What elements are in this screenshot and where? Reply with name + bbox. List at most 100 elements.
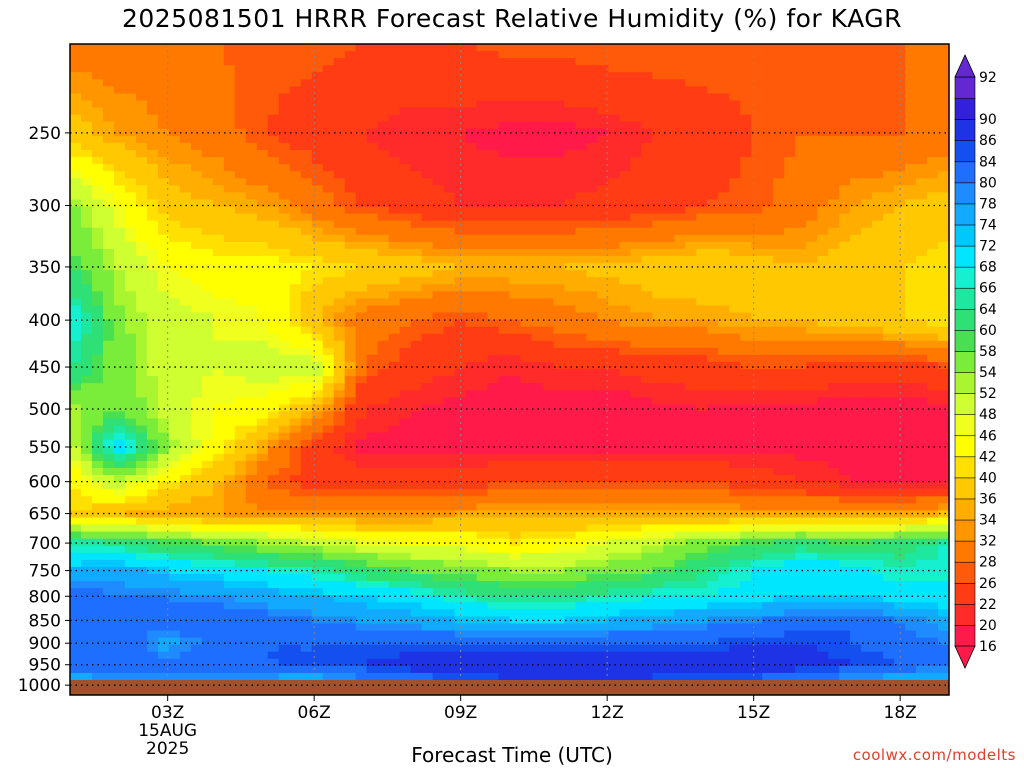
heat-cell xyxy=(432,312,445,321)
heat-cell xyxy=(212,383,225,391)
heat-cell xyxy=(421,390,434,398)
heat-cell xyxy=(454,213,467,222)
heat-cell xyxy=(773,432,785,441)
heat-cell xyxy=(630,121,642,130)
heat-cell xyxy=(333,86,346,95)
heat-cell xyxy=(70,432,82,441)
heat-cell xyxy=(916,326,928,335)
heat-cell xyxy=(916,277,928,285)
heat-cell xyxy=(608,72,620,80)
heat-cell xyxy=(586,234,598,243)
heat-cell xyxy=(70,51,82,59)
heat-cell xyxy=(498,206,511,215)
heat-cell xyxy=(454,411,467,420)
heat-cell xyxy=(729,460,741,469)
heat-cell xyxy=(685,192,697,201)
heat-cell xyxy=(553,439,566,448)
heat-cell xyxy=(927,475,939,483)
heat-cell xyxy=(399,157,412,165)
heat-cell xyxy=(608,277,620,285)
heat-cell xyxy=(190,453,203,462)
heat-cell xyxy=(410,150,423,158)
heat-cell xyxy=(91,171,104,179)
heat-cell xyxy=(168,86,181,95)
heat-cell xyxy=(806,227,818,236)
heat-cell xyxy=(432,178,445,186)
heat-cell xyxy=(201,107,214,116)
heat-cell xyxy=(465,178,478,186)
heat-cell xyxy=(883,79,895,87)
heat-cell xyxy=(795,277,807,285)
heat-cell xyxy=(190,157,203,165)
heat-cell xyxy=(630,460,642,469)
heat-cell xyxy=(157,100,170,109)
heat-cell xyxy=(168,475,181,483)
heat-cell xyxy=(553,256,566,264)
heat-cell xyxy=(696,376,708,384)
heat-cell xyxy=(432,58,445,66)
heat-cell xyxy=(498,128,511,137)
heat-cell xyxy=(839,390,851,398)
heat-cell xyxy=(102,362,115,370)
heat-cell xyxy=(762,333,774,342)
heat-cell xyxy=(619,460,631,469)
heat-cell xyxy=(509,383,522,391)
heat-cell xyxy=(168,248,181,257)
heat-cell xyxy=(113,157,126,165)
heat-cell xyxy=(157,376,170,384)
heat-cell xyxy=(212,432,225,441)
heat-cell xyxy=(828,291,840,299)
heat-cell xyxy=(70,340,82,349)
heat-cell xyxy=(388,135,401,144)
heat-cell xyxy=(256,312,269,321)
heat-cell xyxy=(564,206,577,215)
heat-cell xyxy=(542,453,555,462)
heat-cell xyxy=(630,383,642,391)
heat-cell xyxy=(641,305,653,314)
heat-cell xyxy=(850,439,862,448)
heat-cell xyxy=(267,390,280,398)
heat-cell xyxy=(498,376,511,384)
heat-cell xyxy=(674,284,686,292)
heat-cell xyxy=(223,376,236,384)
heat-cell xyxy=(432,107,445,116)
heat-cell xyxy=(531,411,544,420)
heat-cell xyxy=(300,107,313,116)
heat-cell xyxy=(157,439,170,448)
heat-cell xyxy=(641,65,653,73)
heat-cell xyxy=(564,326,577,335)
heat-cell xyxy=(157,121,170,130)
heat-cell xyxy=(520,164,533,172)
heat-cell xyxy=(70,404,82,413)
heat-cell xyxy=(377,319,390,328)
heat-cell xyxy=(322,51,335,59)
heat-cell xyxy=(410,241,423,250)
heat-cell xyxy=(597,213,609,222)
heat-cell xyxy=(707,58,719,66)
heat-cell xyxy=(443,51,456,59)
heat-cell xyxy=(432,319,445,328)
heat-cell xyxy=(652,234,664,243)
heat-cell xyxy=(564,284,577,292)
heat-cell xyxy=(146,362,159,370)
heat-cell xyxy=(124,206,137,215)
heat-cell xyxy=(740,199,752,208)
heat-cell xyxy=(685,86,697,95)
heat-cell xyxy=(707,298,719,307)
heat-cell xyxy=(784,220,796,229)
heat-cell xyxy=(212,114,225,123)
heat-cell xyxy=(630,319,642,328)
heat-cell xyxy=(322,468,335,476)
heat-cell xyxy=(355,256,368,264)
heat-cell xyxy=(421,432,434,441)
heat-cell xyxy=(70,418,82,427)
heat-cell xyxy=(927,100,939,109)
heat-cell xyxy=(366,107,379,116)
heat-cell xyxy=(696,354,708,363)
heat-cell xyxy=(905,425,917,434)
heat-cell xyxy=(300,192,313,201)
heat-cell xyxy=(575,213,588,222)
heat-cell xyxy=(575,164,588,172)
heat-cell xyxy=(168,376,181,384)
heat-cell xyxy=(179,142,192,151)
